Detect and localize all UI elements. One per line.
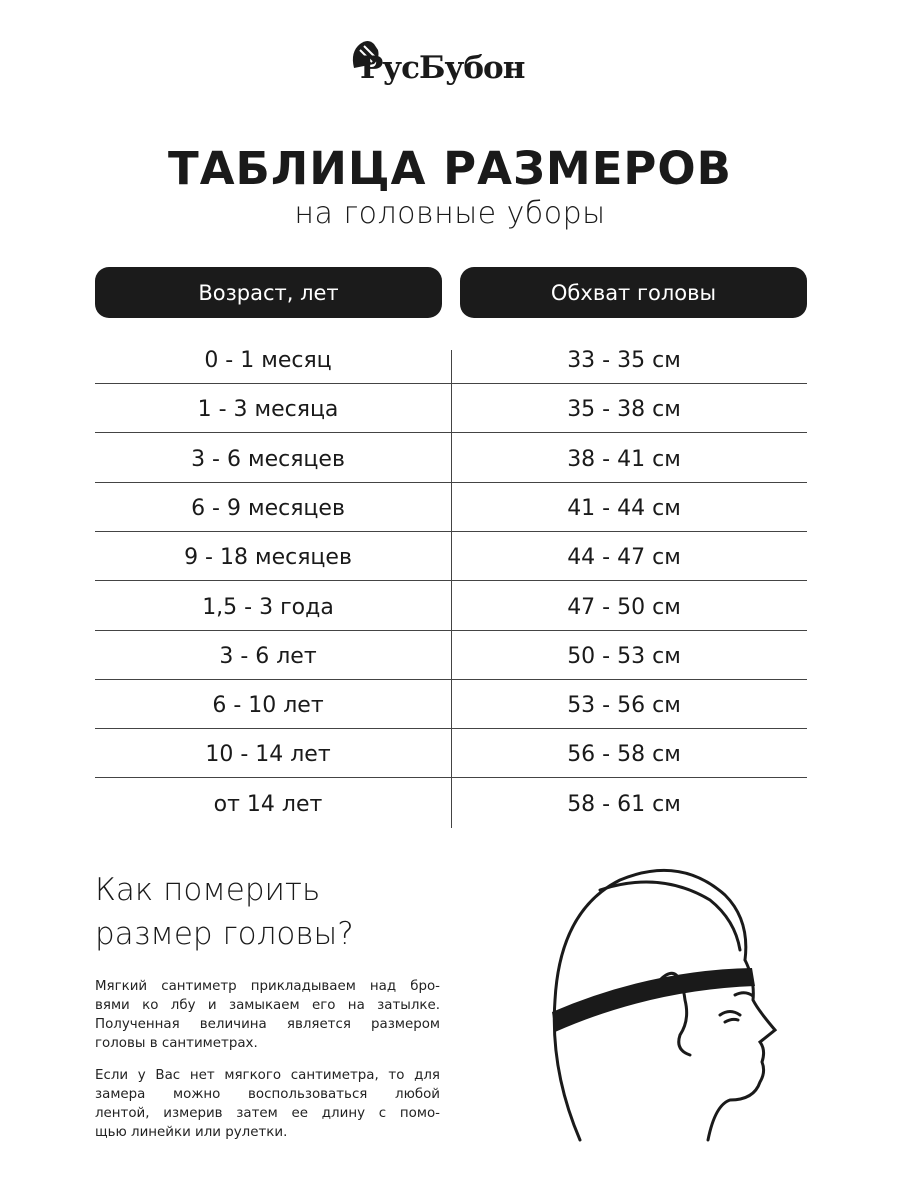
head-circumference-cell: 44 - 47 см [567, 545, 681, 571]
age-cell: от 14 лет [213, 791, 323, 817]
head-circumference-cell: 38 - 41 см [567, 446, 681, 472]
head-circumference-cell: 47 - 50 см [567, 594, 681, 620]
howto-heading: Как померить размер головы? [95, 872, 354, 952]
table-row: 1,5 - 3 года 47 - 50 см [95, 583, 807, 632]
age-cell: 3 - 6 лет [219, 643, 317, 669]
age-cell: 9 - 18 месяцев [184, 545, 352, 571]
age-cell: 10 - 14 лет [205, 742, 331, 768]
head-circumference-cell: 50 - 53 см [567, 643, 681, 669]
head-circumference-cell: 33 - 35 см [567, 348, 681, 373]
brand-logo: РусБубон [348, 38, 558, 94]
page-subtitle: на головные уборы [294, 196, 606, 231]
face-profile [706, 958, 778, 1142]
head-circumference-cell: 53 - 56 см [567, 693, 681, 719]
head-circumference-cell: 58 - 61 см [567, 791, 681, 817]
head-circumference-cell: 56 - 58 см [567, 742, 681, 768]
table-row: 3 - 6 месяцев 38 - 41 см [95, 435, 807, 484]
table-row: 9 - 18 месяцев 44 - 47 см [95, 533, 807, 582]
age-cell: 6 - 10 лет [212, 693, 324, 719]
pompom-hat-icon [352, 41, 379, 68]
head-circumference-cell: 35 - 38 см [567, 397, 681, 423]
age-cell: 1,5 - 3 года [202, 594, 334, 620]
age-cell: 1 - 3 месяца [197, 397, 339, 423]
age-cell: 6 - 9 месяцев [191, 495, 345, 521]
column-header-age: Возраст, лет [95, 267, 442, 318]
head-circumference-cell: 41 - 44 см [567, 495, 681, 521]
age-cell: 0 - 1 месяц [204, 348, 332, 373]
column-header-head-circumference: Обхват головы [460, 267, 807, 318]
column-divider [451, 350, 452, 828]
table-row: 10 - 14 лет 56 - 58 см [95, 730, 807, 779]
instruction-paragraph-1: Мягкий сантиметр прикладываем над бро- в… [95, 979, 440, 1051]
table-row: 6 - 10 лет 53 - 56 см [95, 681, 807, 730]
page-title: ТАБЛИЦА РАЗМЕРОВ [168, 142, 732, 195]
table-row: 3 - 6 лет 50 - 53 см [95, 632, 807, 681]
table-row: 6 - 9 месяцев 41 - 44 см [95, 484, 807, 533]
table-row: от 14 лет 58 - 61 см [95, 780, 807, 829]
head-measurement-illustration [552, 868, 778, 1142]
measuring-tape [552, 968, 755, 1032]
table-row: 1 - 3 месяца 35 - 38 см [95, 385, 807, 434]
ear [658, 971, 692, 1057]
table-row: 0 - 1 месяц 33 - 35 см [95, 336, 807, 385]
age-cell: 3 - 6 месяцев [191, 446, 345, 472]
instruction-paragraph-2: Если у Вас нет мягкого сантиметра, то дл… [95, 1068, 440, 1140]
